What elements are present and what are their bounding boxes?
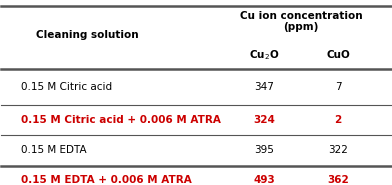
Text: 493: 493 — [253, 175, 275, 185]
Text: 362: 362 — [327, 175, 349, 185]
Text: 347: 347 — [254, 82, 274, 92]
Text: 2: 2 — [334, 115, 342, 125]
Text: 322: 322 — [328, 145, 348, 155]
Text: 395: 395 — [254, 145, 274, 155]
Text: Cu$_2$O: Cu$_2$O — [249, 48, 279, 62]
Text: Cu ion concentration
(ppm): Cu ion concentration (ppm) — [240, 11, 362, 32]
Text: 324: 324 — [253, 115, 275, 125]
Text: Cleaning solution: Cleaning solution — [36, 30, 138, 40]
Text: CuO: CuO — [326, 50, 350, 60]
Text: 7: 7 — [335, 82, 341, 92]
Text: 0.15 M Citric acid: 0.15 M Citric acid — [21, 82, 112, 92]
Text: 0.15 M EDTA + 0.006 M ATRA: 0.15 M EDTA + 0.006 M ATRA — [21, 175, 192, 185]
Text: 0.15 M Citric acid + 0.006 M ATRA: 0.15 M Citric acid + 0.006 M ATRA — [21, 115, 221, 125]
Text: 0.15 M EDTA: 0.15 M EDTA — [21, 145, 87, 155]
